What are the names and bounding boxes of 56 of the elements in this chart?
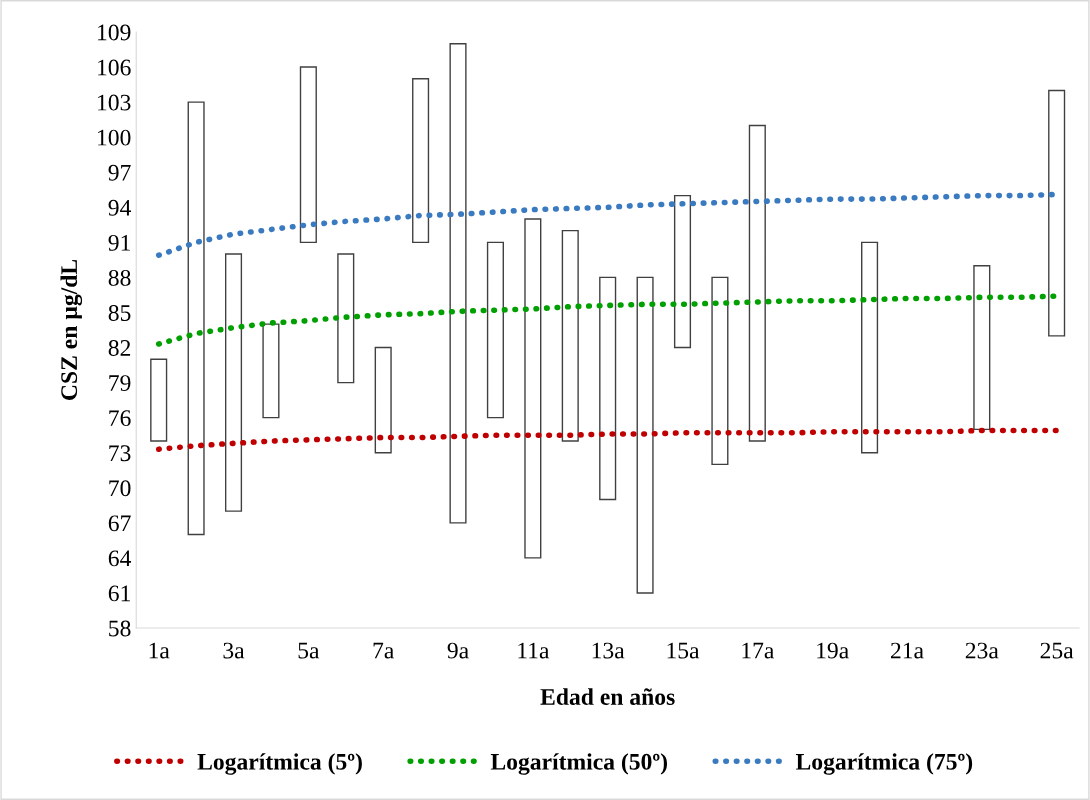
bar <box>673 194 692 349</box>
bar <box>299 66 317 244</box>
x-tick-label: 17a <box>742 642 775 659</box>
legend-label: Logarítmica (50º) <box>490 753 667 775</box>
bar <box>449 42 467 524</box>
y-tick-label: 91 <box>108 234 130 251</box>
x-tick-label: 15a <box>667 642 700 659</box>
bar <box>599 276 617 501</box>
y-tick-label: 82 <box>108 340 131 356</box>
x-tick-label: 25a <box>1040 642 1074 659</box>
x-tick-label: 11a <box>518 642 550 659</box>
bar <box>374 346 392 454</box>
y-tick-label: 94 <box>108 199 132 216</box>
y-tick-label: 58 <box>109 620 131 637</box>
x-tick-label: 23a <box>965 642 999 659</box>
y-tick-label: 106 <box>98 59 131 76</box>
x-axis-title: Edad en años <box>540 688 675 705</box>
x-tick-label: 9a <box>447 642 469 659</box>
x-tick-label: 21a <box>890 642 924 659</box>
x-tick-label: 13a <box>592 642 625 659</box>
bar <box>187 101 205 536</box>
y-tick-label: 88 <box>108 269 131 286</box>
y-tick-label: 109 <box>98 24 131 41</box>
y-tick-label: 64 <box>108 550 132 567</box>
bar <box>861 241 879 454</box>
y-axis-title: CSZ en µg/dL <box>60 259 83 400</box>
y-tick-label: 73 <box>109 445 131 462</box>
legend-label: Logarítmica (75º) <box>795 753 973 775</box>
bar <box>1048 89 1066 337</box>
bar <box>412 78 430 244</box>
y-tick-label: 103 <box>98 94 131 111</box>
bar <box>711 276 729 466</box>
y-tick-label: 76 <box>109 410 131 427</box>
bar <box>561 229 579 442</box>
bar <box>973 265 991 431</box>
bar <box>337 253 355 384</box>
y-tick-label: 97 <box>108 164 131 181</box>
y-tick-label: 67 <box>108 515 131 532</box>
bar <box>262 323 280 419</box>
legend-label: Logarítmica (5º) <box>197 753 362 775</box>
x-tick-label: 7a <box>373 642 395 659</box>
bar <box>486 241 504 419</box>
y-tick-label: 79 <box>109 375 131 392</box>
y-tick-label: 100 <box>98 129 131 146</box>
x-tick-label: 1a <box>149 642 170 659</box>
y-tick-label: 61 <box>108 585 130 602</box>
x-tick-label: 5a <box>298 642 320 659</box>
bar <box>748 124 766 442</box>
bar <box>524 218 542 559</box>
bar <box>636 276 654 594</box>
bar <box>150 358 168 442</box>
y-tick-label: 85 <box>108 304 131 321</box>
x-tick-label: 3a <box>223 642 245 659</box>
y-tick-label: 70 <box>109 480 131 497</box>
x-tick-label: 19a <box>817 642 849 659</box>
bar <box>224 253 243 512</box>
